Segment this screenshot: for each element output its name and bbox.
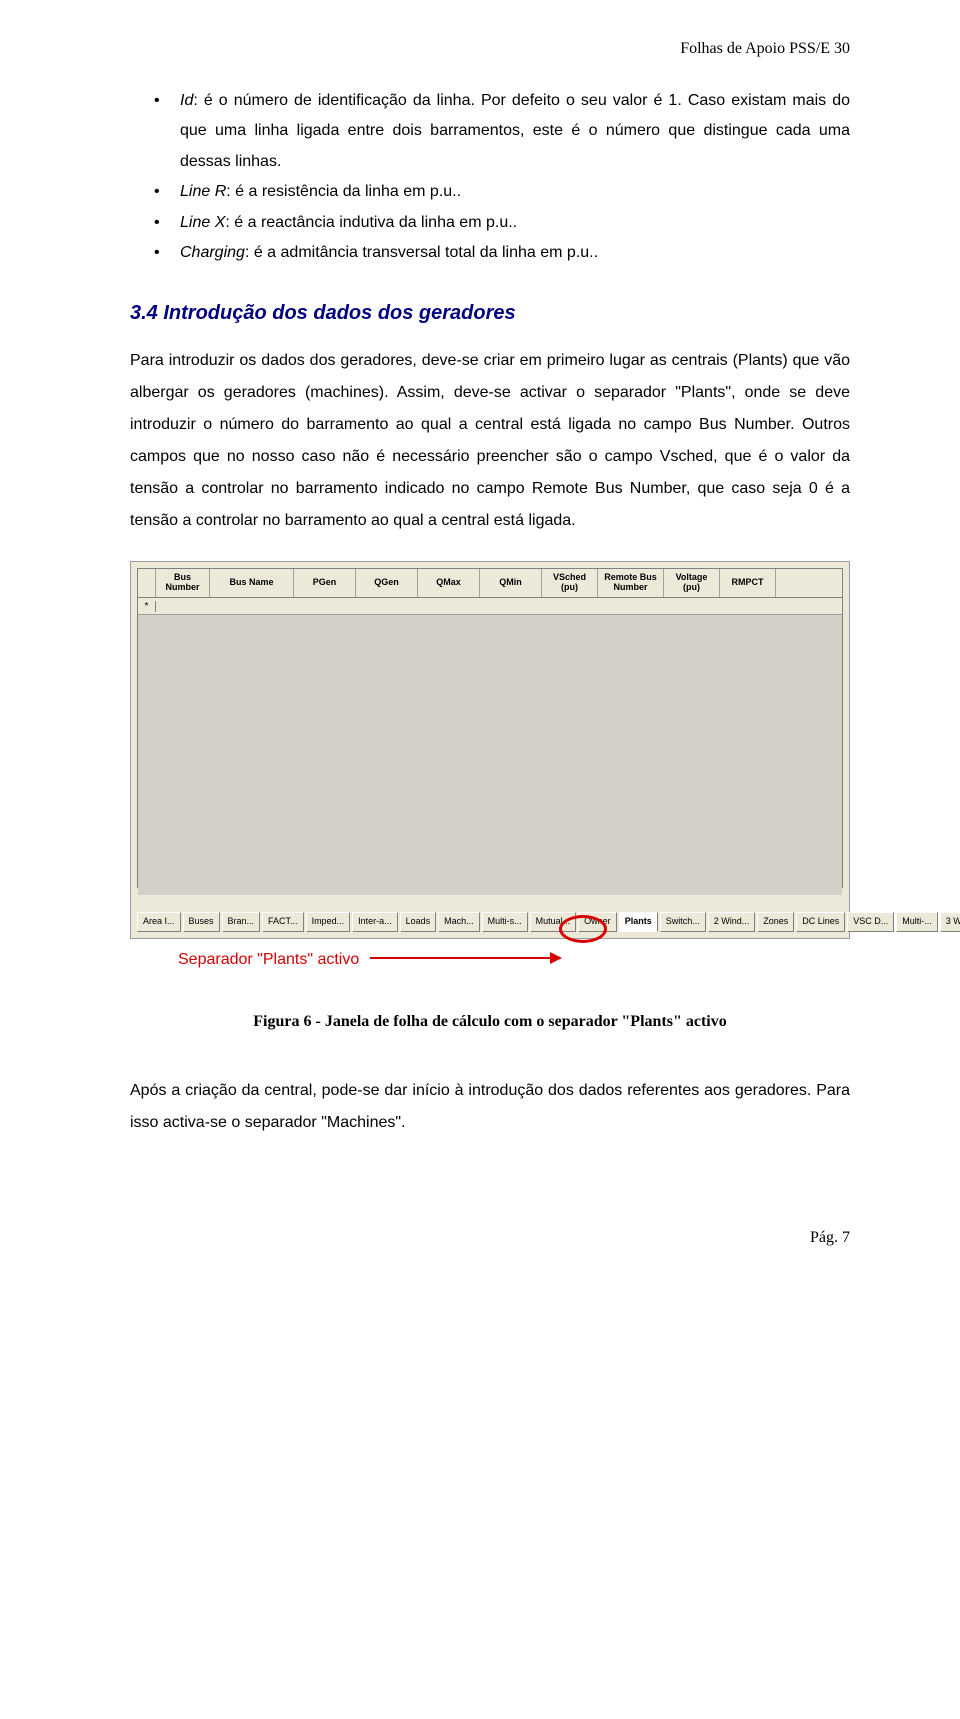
- annotation-text: Separador "Plants" activo: [178, 951, 359, 969]
- bullet-text: : é a reactância indutiva da linha em p.…: [225, 214, 517, 231]
- bullet-list: Id: é o número de identificação da linha…: [130, 86, 850, 268]
- tab-area-i[interactable]: Area I...: [137, 912, 181, 932]
- column-header[interactable]: PGen: [294, 569, 356, 597]
- bullet-text: : é a admitância transversal total da li…: [245, 244, 598, 261]
- column-header[interactable]: QGen: [356, 569, 418, 597]
- column-header[interactable]: Bus Name: [210, 569, 294, 597]
- bullet-text: : é a resistência da linha em p.u..: [226, 183, 461, 200]
- section-heading: 3.4 Introdução dos dados dos geradores: [130, 302, 850, 325]
- paragraph: Para introduzir os dados dos geradores, …: [130, 345, 850, 537]
- tab-zones[interactable]: Zones: [757, 912, 794, 932]
- tab-buses[interactable]: Buses: [183, 912, 220, 932]
- tab-2-wind[interactable]: 2 Wind...: [708, 912, 756, 932]
- column-header[interactable]: QMin: [480, 569, 542, 597]
- tab-loads[interactable]: Loads: [400, 912, 437, 932]
- grid-area: Bus Number Bus Name PGen QGen QMax QMin …: [137, 568, 843, 888]
- tabs-row: Area I...BusesBran...FACT...Imped...Inte…: [137, 912, 843, 932]
- column-header[interactable]: Bus Number: [156, 569, 210, 597]
- row-selector-head: [138, 569, 156, 597]
- bullet-item: Line R: é a resistência da linha em p.u.…: [154, 177, 850, 207]
- spreadsheet-window: Bus Number Bus Name PGen QGen QMax QMin …: [130, 561, 850, 939]
- tab-vsc-d[interactable]: VSC D...: [847, 912, 894, 932]
- tab-imped[interactable]: Imped...: [306, 912, 351, 932]
- tab-plants[interactable]: Plants: [619, 912, 658, 932]
- column-header[interactable]: QMax: [418, 569, 480, 597]
- column-header[interactable]: VSched (pu): [542, 569, 598, 597]
- page-header: Folhas de Apoio PSS/E 30: [130, 40, 850, 58]
- figure-caption: Figura 6 - Janela de folha de cálculo co…: [130, 1013, 850, 1031]
- bullet-item: Id: é o número de identificação da linha…: [154, 86, 850, 177]
- grid-body[interactable]: [138, 615, 842, 895]
- tab-fact[interactable]: FACT...: [262, 912, 304, 932]
- tab-inter-a[interactable]: Inter-a...: [352, 912, 398, 932]
- row-marker-cell: *: [138, 601, 156, 612]
- annotation-arrow: [370, 957, 560, 959]
- page-footer: Pág. 7: [130, 1229, 850, 1247]
- column-header[interactable]: Remote Bus Number: [598, 569, 664, 597]
- tab-3-wind[interactable]: 3 Wind...: [940, 912, 960, 932]
- column-header[interactable]: RMPCT: [720, 569, 776, 597]
- annotation-layer: Separador "Plants" activo: [130, 945, 850, 985]
- bullet-item: Charging: é a admitância transversal tot…: [154, 238, 850, 268]
- new-row-marker[interactable]: *: [138, 598, 842, 615]
- bullet-term: Line R: [180, 183, 226, 200]
- tab-mutual[interactable]: Mutual...: [530, 912, 577, 932]
- bullet-term: Line X: [180, 214, 225, 231]
- tab-multi[interactable]: Multi-...: [896, 912, 938, 932]
- tab-owner[interactable]: Owner: [578, 912, 617, 932]
- tab-dc-lines[interactable]: DC Lines: [796, 912, 845, 932]
- tab-bran[interactable]: Bran...: [222, 912, 261, 932]
- tab-multi-s[interactable]: Multi-s...: [482, 912, 528, 932]
- paragraph: Após a criação da central, pode-se dar i…: [130, 1075, 850, 1139]
- tab-mach[interactable]: Mach...: [438, 912, 480, 932]
- grid-header-row: Bus Number Bus Name PGen QGen QMax QMin …: [138, 569, 842, 598]
- bullet-term: Charging: [180, 244, 245, 261]
- column-header[interactable]: Voltage (pu): [664, 569, 720, 597]
- bullet-term: Id: [180, 92, 193, 109]
- tab-switch[interactable]: Switch...: [660, 912, 706, 932]
- bullet-text: : é o número de identificação da linha. …: [180, 92, 850, 170]
- bullet-item: Line X: é a reactância indutiva da linha…: [154, 208, 850, 238]
